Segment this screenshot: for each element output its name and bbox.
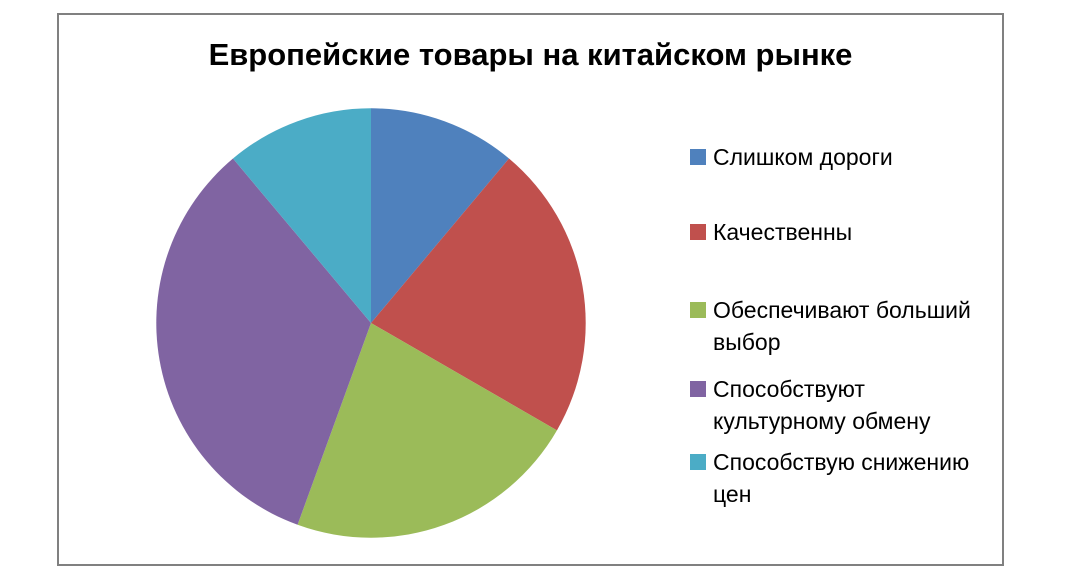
legend-swatch-icon bbox=[690, 224, 706, 240]
legend-label: Способствуют культурному обмену bbox=[713, 376, 931, 434]
legend-swatch-icon bbox=[690, 149, 706, 165]
legend-item: Качественны bbox=[690, 216, 852, 248]
pie-slice-1 bbox=[371, 108, 510, 323]
pie-slice-3 bbox=[297, 323, 557, 538]
pie-slice-5 bbox=[232, 108, 371, 323]
legend-item: Обеспечивают больший выбор bbox=[690, 294, 985, 358]
legend-label: Слишком дороги bbox=[713, 144, 893, 170]
legend-swatch-icon bbox=[690, 302, 706, 318]
legend-swatch-icon bbox=[690, 454, 706, 470]
chart-title: Европейские товары на китайском рынке bbox=[208, 37, 853, 72]
legend-label: Обеспечивают больший выбор bbox=[713, 297, 971, 355]
legend-item: Способствуют культурному обмену bbox=[690, 373, 985, 437]
legend-item: Слишком дороги bbox=[690, 141, 893, 173]
legend-swatch-icon bbox=[690, 381, 706, 397]
legend-label: Качественны bbox=[713, 219, 853, 245]
legend-item: Способствую снижению цен bbox=[690, 446, 985, 510]
pie-slice-4 bbox=[156, 158, 371, 525]
pie-slice-2 bbox=[371, 158, 586, 431]
legend: Слишком дороги Качественны Обеспечивают … bbox=[690, 0, 995, 587]
legend-label: Способствую снижению цен bbox=[713, 449, 970, 507]
pie-chart bbox=[156, 108, 586, 538]
